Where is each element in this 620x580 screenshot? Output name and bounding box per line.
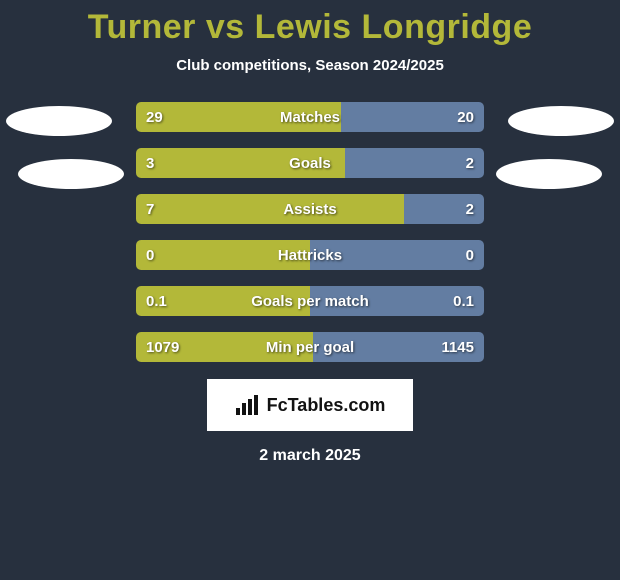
stat-value-right: 1145 <box>431 339 484 356</box>
stat-bars-container: 2920Matches32Goals72Assists00Hattricks0.… <box>136 102 484 378</box>
stat-bar-right: 20 <box>341 102 484 132</box>
stat-bar-left: 3 <box>136 148 345 178</box>
snapshot-date: 2 march 2025 <box>0 447 620 465</box>
comparison-chart: 2920Matches32Goals72Assists00Hattricks0.… <box>0 102 620 367</box>
stat-bar-left: 1079 <box>136 332 313 362</box>
source-logo-text: FcTables.com <box>267 395 386 416</box>
stat-bar-left: 0 <box>136 240 310 270</box>
player-right-avatar-1 <box>508 106 614 136</box>
player-left-avatar-1 <box>6 106 112 136</box>
stat-value-right: 0 <box>456 247 484 264</box>
stat-value-right: 2 <box>456 155 484 172</box>
stat-row: 72Assists <box>136 194 484 224</box>
stat-row: 2920Matches <box>136 102 484 132</box>
bar-chart-icon <box>235 394 261 416</box>
stat-value-right: 20 <box>447 109 484 126</box>
player-left-avatar-2 <box>18 159 124 189</box>
stat-value-right: 0.1 <box>443 293 484 310</box>
stat-bar-left: 29 <box>136 102 341 132</box>
stat-bar-right: 0 <box>310 240 484 270</box>
stat-value-left: 7 <box>136 201 164 218</box>
stat-value-left: 3 <box>136 155 164 172</box>
stat-bar-right: 1145 <box>313 332 484 362</box>
subtitle: Club competitions, Season 2024/2025 <box>0 57 620 74</box>
stat-value-left: 0.1 <box>136 293 177 310</box>
stat-value-left: 1079 <box>136 339 189 356</box>
stat-bar-right: 2 <box>404 194 484 224</box>
stat-row: 00Hattricks <box>136 240 484 270</box>
stat-bar-right: 0.1 <box>310 286 484 316</box>
player-right-avatar-2 <box>496 159 602 189</box>
stat-row: 0.10.1Goals per match <box>136 286 484 316</box>
source-logo: FcTables.com <box>207 379 413 431</box>
stat-bar-left: 0.1 <box>136 286 310 316</box>
stat-row: 10791145Min per goal <box>136 332 484 362</box>
stat-value-left: 29 <box>136 109 173 126</box>
page-title: Turner vs Lewis Longridge <box>0 0 620 47</box>
stat-bar-left: 7 <box>136 194 404 224</box>
stat-row: 32Goals <box>136 148 484 178</box>
stat-value-left: 0 <box>136 247 164 264</box>
stat-value-right: 2 <box>456 201 484 218</box>
stat-bar-right: 2 <box>345 148 484 178</box>
